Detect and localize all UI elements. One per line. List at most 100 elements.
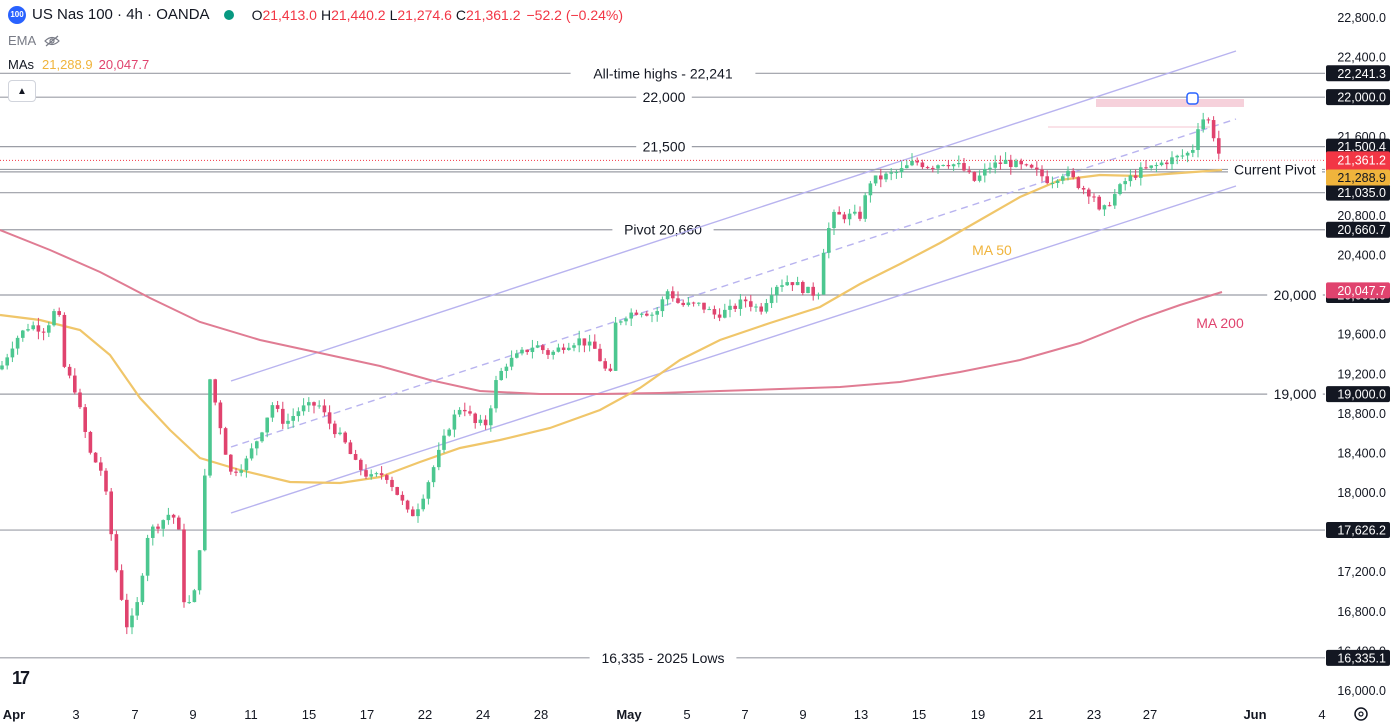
- ma200-legend-value: 20,047.7: [98, 57, 150, 72]
- change-value: −52.2 (−0.24%): [526, 7, 624, 23]
- ma200-tag: 20,047.7: [1337, 284, 1386, 298]
- candle-body: [223, 428, 228, 455]
- candle-body: [634, 312, 639, 315]
- x-tick-label: 22: [418, 707, 432, 722]
- candle-body: [359, 459, 363, 471]
- candle-body: [57, 311, 61, 315]
- candle-body: [31, 325, 35, 330]
- candle-body: [884, 173, 888, 180]
- candle-body: [52, 311, 56, 326]
- x-tick-label: 21: [1029, 707, 1043, 722]
- candle-body: [915, 160, 919, 163]
- current-pivot-label: Current Pivot: [1234, 161, 1316, 177]
- candle-body: [1180, 155, 1185, 157]
- level-label-bg: [1267, 285, 1323, 304]
- target-marker: [1186, 92, 1199, 105]
- price-tag: 22,241.3: [1337, 67, 1386, 81]
- candle-body: [697, 302, 701, 304]
- candle-body: [827, 228, 831, 253]
- price-tag-bg: [1326, 221, 1390, 238]
- collapse-legend-button[interactable]: ▲: [8, 80, 36, 102]
- candle-body: [754, 306, 758, 308]
- candle-body: [1217, 138, 1221, 154]
- candle-body: [655, 311, 659, 315]
- symbol-title[interactable]: US Nas 100 · 4h · OANDA: [32, 6, 210, 23]
- candle-body: [1087, 189, 1091, 197]
- price-tag-bg: [1326, 184, 1390, 201]
- y-tick-label: 16,800.0: [1337, 605, 1386, 619]
- candle-body: [509, 357, 514, 367]
- candle-body: [473, 413, 477, 424]
- candle-body: [717, 314, 722, 318]
- x-tick-label: May: [616, 707, 642, 722]
- candle-body: [327, 412, 332, 424]
- price-tag: 21,500.4: [1337, 140, 1386, 154]
- candle-body: [145, 537, 150, 576]
- candle-body: [93, 452, 98, 463]
- candle-body: [951, 164, 956, 167]
- candle-body: [749, 301, 753, 307]
- candle-body: [421, 498, 425, 510]
- candle-body: [837, 211, 841, 215]
- high-value: 21,440.2: [331, 7, 386, 23]
- candle-body: [873, 175, 878, 184]
- candle-body: [738, 299, 743, 309]
- candle-body: [1185, 152, 1190, 156]
- symbol-badge-icon: 100: [8, 6, 26, 24]
- x-tick-label: Apr: [3, 707, 25, 722]
- candle-body: [73, 375, 77, 393]
- x-tick-label: 7: [131, 707, 138, 722]
- candle-body: [1097, 196, 1101, 210]
- candle-body: [291, 416, 295, 421]
- candle-body: [1191, 149, 1195, 153]
- x-tick-label: 9: [799, 707, 806, 722]
- candle-body: [244, 458, 249, 471]
- eye-hidden-icon[interactable]: [44, 35, 61, 47]
- candle-body: [494, 380, 498, 409]
- candle-body: [265, 417, 269, 433]
- candle-body: [385, 475, 389, 480]
- level-label: 20,000: [1274, 287, 1317, 303]
- candle-body: [1144, 167, 1148, 169]
- candle-body: [312, 402, 316, 406]
- candle-body: [353, 454, 358, 460]
- ma200-tag-bg: [1326, 282, 1390, 299]
- mas-label[interactable]: MAs: [8, 57, 34, 72]
- candle-body: [483, 419, 488, 426]
- candle-body: [468, 411, 472, 414]
- candle-body: [993, 162, 997, 168]
- candle-body: [1107, 205, 1112, 207]
- ma50-label: MA 50: [972, 242, 1012, 258]
- level-label: 21,500: [643, 139, 686, 155]
- x-tick-label: 23: [1087, 707, 1101, 722]
- candle-body: [5, 357, 9, 366]
- settings-gear-icon[interactable]: [1354, 707, 1368, 721]
- y-tick-label: 20,800.0: [1337, 209, 1386, 223]
- candle-body: [286, 420, 290, 424]
- candle-body: [431, 467, 436, 483]
- ema-label[interactable]: EMA: [8, 33, 37, 48]
- candle-body: [1118, 184, 1122, 195]
- price-tag: 17,626.2: [1337, 524, 1386, 538]
- x-tick-label: 3: [72, 707, 79, 722]
- price-tag: 20,660.7: [1337, 223, 1386, 237]
- candle-body: [416, 509, 420, 517]
- candle-body: [1024, 164, 1029, 166]
- candle-body: [104, 470, 108, 492]
- candle-body: [894, 172, 899, 174]
- candle-body: [307, 402, 311, 406]
- candle-body: [374, 473, 379, 475]
- x-tick-label: 24: [476, 707, 490, 722]
- candle-body: [1035, 167, 1039, 170]
- level-label: 22,000: [643, 89, 686, 105]
- candle-body: [972, 171, 977, 181]
- x-tick-label: 19: [971, 707, 985, 722]
- candle-body: [759, 306, 763, 312]
- candle-body: [0, 365, 4, 370]
- candle-body: [847, 213, 852, 220]
- open-value: 21,413.0: [262, 7, 317, 23]
- candle-body: [577, 338, 581, 346]
- candle-body: [255, 441, 259, 449]
